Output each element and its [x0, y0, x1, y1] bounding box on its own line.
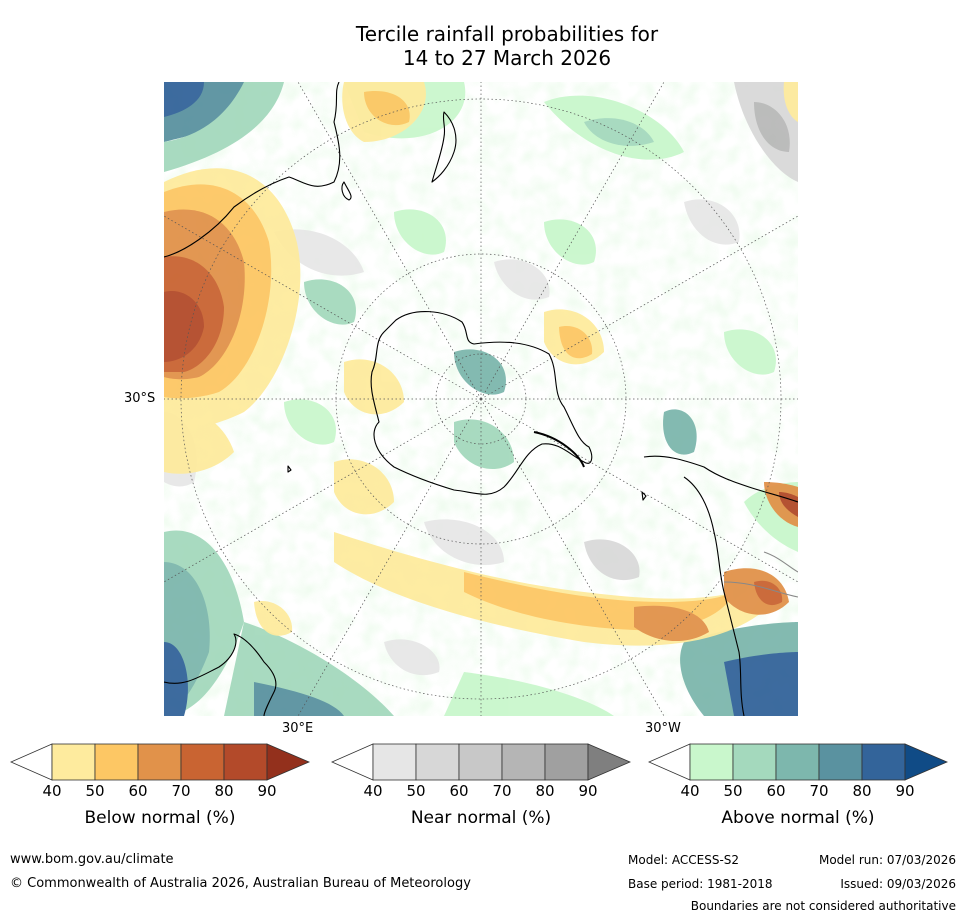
above-colorbar-tick: 40 [680, 782, 700, 800]
colorbar-below-ticks: 40 50 60 70 80 90 [10, 782, 310, 802]
above-colorbar-segment-1 [689, 743, 734, 781]
near-colorbar-tick: 40 [363, 782, 383, 800]
below-colorbar-low-extension [10, 743, 53, 781]
longitude-label-30w: 30°W [645, 721, 681, 736]
below-colorbar-tick: 80 [214, 782, 234, 800]
colorbar-near-title: Near normal (%) [410, 808, 552, 828]
near-colorbar-segment-3 [458, 743, 503, 781]
graticule [164, 82, 798, 716]
below-colorbar-segment-5 [223, 743, 268, 781]
near-colorbar-high-extension [587, 743, 632, 781]
near-colorbar-segment-2 [415, 743, 460, 781]
below-colorbar-high-extension [266, 743, 311, 781]
above-colorbar-tick: 70 [809, 782, 829, 800]
near-colorbar-low-extension [331, 743, 374, 781]
above-colorbar-high-extension [904, 743, 949, 781]
above-colorbar-tick: 60 [766, 782, 786, 800]
rainfall-probability-map [164, 82, 798, 716]
below-colorbar-segment-4 [180, 743, 225, 781]
coastlines [164, 82, 798, 716]
below-colorbar-tick: 40 [42, 782, 62, 800]
above-colorbar-tick: 50 [723, 782, 743, 800]
above-colorbar-segment-5 [861, 743, 906, 781]
near-colorbar-tick: 80 [535, 782, 555, 800]
colorbar-near-svg [331, 743, 632, 781]
colorbar-above-ticks: 40 50 60 70 80 90 [648, 782, 948, 802]
above-colorbar-segment-2 [732, 743, 777, 781]
antarctica-coastline [370, 310, 593, 495]
below-colorbar-segment-1 [51, 743, 96, 781]
near-colorbar-tick: 70 [492, 782, 512, 800]
colorbar-above-normal [648, 743, 949, 783]
new-zealand-coastline [431, 111, 457, 183]
near-colorbar-tick: 90 [578, 782, 598, 800]
footer-issued: Issued: 09/03/2026 [840, 877, 956, 891]
colorbar-above-svg [648, 743, 949, 781]
near-colorbar-segment-5 [544, 743, 589, 781]
above-colorbar-tick: 90 [895, 782, 915, 800]
footer-model: Model: ACCESS-S2 [628, 853, 740, 867]
footer-model-run: Model run: 07/03/2026 [818, 853, 956, 867]
latitude-label-30s: 30°S [124, 391, 156, 406]
footer-copyright: © Commonwealth of Australia 2026, Austra… [10, 876, 471, 891]
colorbar-above-title: Above normal (%) [721, 808, 875, 828]
footer-website[interactable]: www.bom.gov.au/climate [10, 852, 174, 867]
colorbar-near-normal [331, 743, 632, 783]
near-colorbar-tick: 50 [406, 782, 426, 800]
colorbar-below-title: Below normal (%) [84, 808, 236, 828]
near-colorbar-segment-4 [501, 743, 546, 781]
below-colorbar-tick: 50 [85, 782, 105, 800]
map-title-line-1: Tercile rainfall probabilities for [355, 22, 659, 46]
below-colorbar-segment-3 [137, 743, 182, 781]
above-colorbar-segment-3 [775, 743, 820, 781]
below-colorbar-segment-2 [94, 743, 139, 781]
near-colorbar-segment-1 [372, 743, 417, 781]
below-colorbar-tick: 70 [171, 782, 191, 800]
footer-base-period: Base period: 1981-2018 [628, 877, 773, 891]
above-colorbar-tick: 80 [852, 782, 872, 800]
below-colorbar-tick: 90 [257, 782, 277, 800]
below-colorbar-tick: 60 [128, 782, 148, 800]
map-title-line-2: 14 to 27 March 2026 [402, 46, 612, 70]
colorbar-near-ticks: 40 50 60 70 80 90 [331, 782, 631, 802]
australia-coastline [164, 82, 341, 258]
longitude-label-30e: 30°E [282, 721, 314, 736]
south-america-coastline [643, 455, 798, 503]
below-normal-regions [164, 82, 798, 646]
above-colorbar-low-extension [648, 743, 691, 781]
near-colorbar-tick: 60 [449, 782, 469, 800]
africa-coastline [164, 633, 277, 716]
colorbar-below-normal [10, 743, 311, 783]
above-colorbar-segment-4 [818, 743, 863, 781]
colorbar-below-svg [10, 743, 311, 781]
footer-disclaimer: Boundaries are not considered authoritat… [690, 899, 956, 913]
